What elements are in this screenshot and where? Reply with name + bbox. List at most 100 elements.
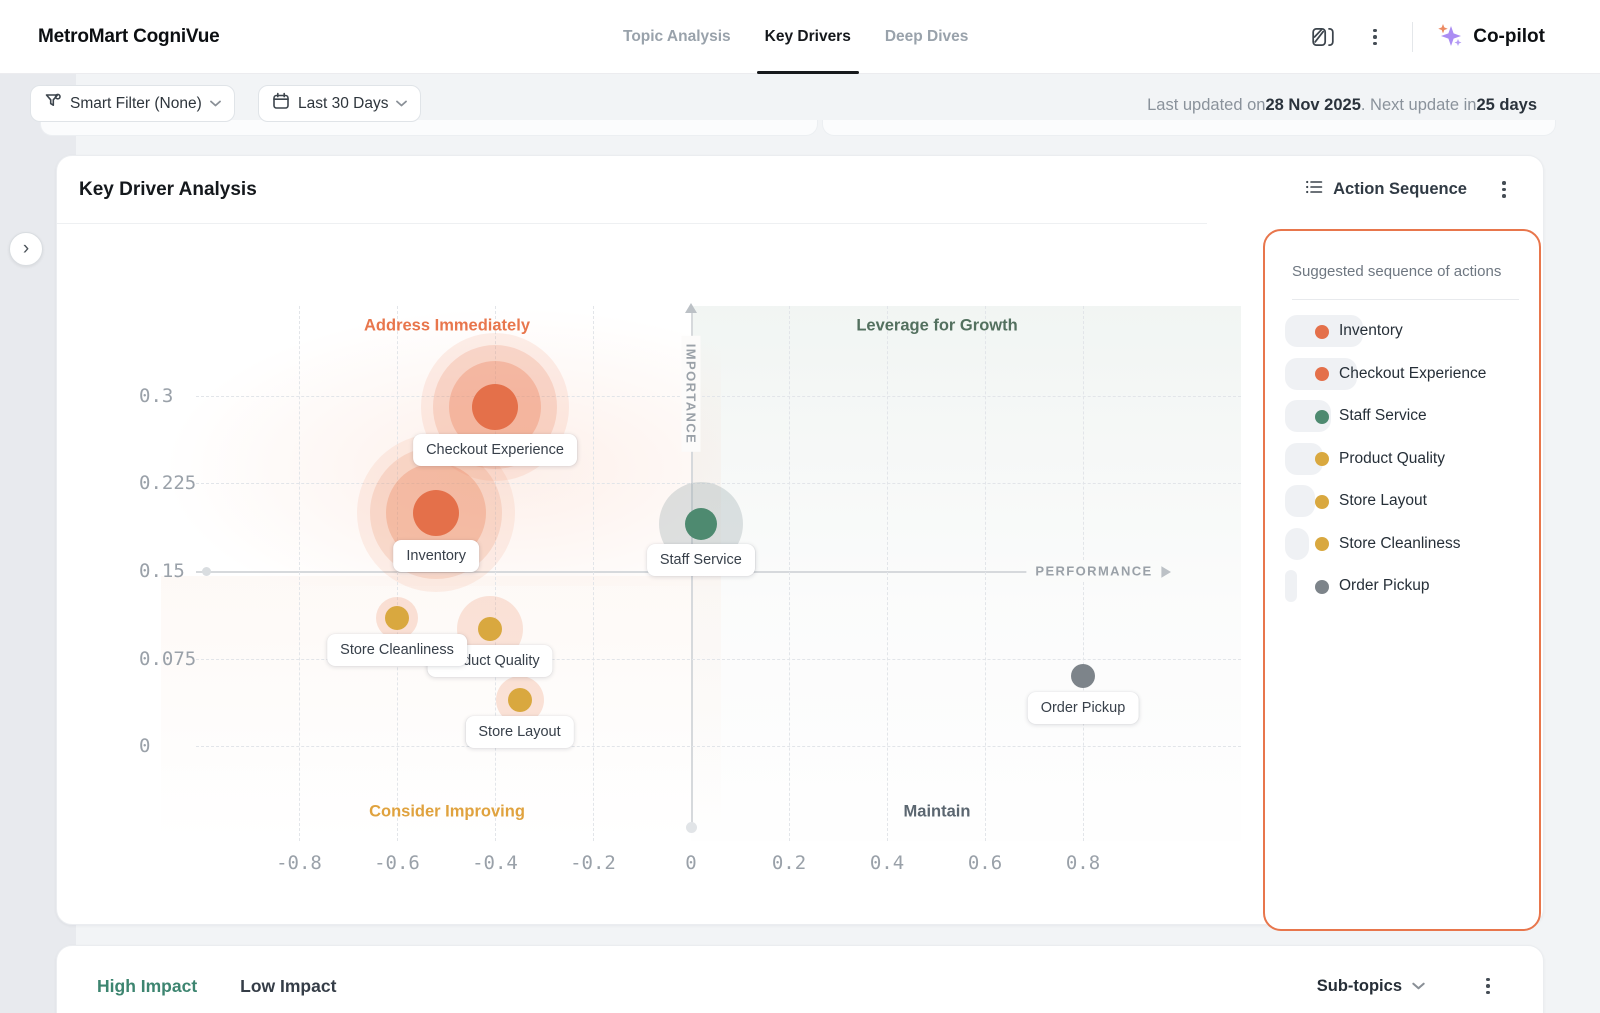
chart-point-staff-service[interactable]	[684, 508, 717, 541]
gridline-horizontal	[196, 395, 1241, 397]
action-sequence-item-inventory[interactable]: Inventory	[1285, 310, 1512, 353]
tab-topic-analysis[interactable]: Topic Analysis	[623, 28, 731, 45]
copilot-sparkle-icon	[1435, 20, 1465, 55]
quadrant-tint	[161, 576, 721, 841]
copilot-button[interactable]: Co-pilot	[1435, 20, 1545, 55]
action-item-label: Store Cleanliness	[1339, 534, 1461, 552]
action-item-label: Order Pickup	[1339, 577, 1430, 595]
action-item-label: Store Layout	[1339, 492, 1427, 510]
header-kebab-menu-icon[interactable]	[1360, 22, 1390, 52]
subtopics-dropdown[interactable]: Sub-topics	[1317, 977, 1425, 996]
calendar-icon	[272, 92, 290, 115]
app-logo: MetroMart CogniVue	[38, 26, 220, 47]
card-header-divider	[57, 223, 1207, 224]
chevron-down-icon	[209, 100, 221, 107]
sequence-bar	[1285, 527, 1309, 560]
chart-point-label-order-pickup[interactable]: Order Pickup	[1027, 692, 1139, 725]
header-divider	[1412, 22, 1414, 52]
action-sequence-item-product-quality[interactable]: Product Quality	[1285, 438, 1512, 481]
header-actions: Co-pilot	[1308, 0, 1545, 74]
y-tick-label: 0.15	[139, 560, 185, 582]
x-tick-label: 0.2	[771, 852, 807, 874]
action-sequence-button[interactable]: Action Sequence	[1304, 177, 1467, 202]
action-sequence-item-checkout-experience[interactable]: Checkout Experience	[1285, 353, 1512, 396]
funnel-icon	[44, 92, 62, 115]
key-driver-scatter-plot: IMPORTANCE PERFORMANCE Address Immediate…	[139, 303, 1241, 874]
sequence-dot	[1315, 452, 1329, 466]
chart-point-product-quality[interactable]	[478, 617, 503, 642]
chart-point-checkout-experience[interactable]	[472, 384, 518, 431]
chart-point-label-checkout-experience[interactable]: Checkout Experience	[413, 434, 577, 467]
date-range-dropdown[interactable]: Last 30 Days	[258, 85, 422, 122]
quadrant-label-maintain: Maintain	[903, 802, 971, 821]
importance-axis-arrow-icon	[685, 303, 697, 313]
gridline-vertical	[985, 306, 986, 841]
panel-toggle-icon[interactable]	[1308, 22, 1338, 52]
chart-point-label-store-layout[interactable]: Store Layout	[465, 715, 574, 748]
sequence-bar	[1285, 485, 1315, 517]
expand-sidebar-button[interactable]: ›	[9, 232, 43, 266]
x-axis-label: PERFORMANCE	[1026, 561, 1162, 581]
bottom-kebab-menu-icon[interactable]	[1473, 971, 1503, 1001]
card-kebab-menu-icon[interactable]	[1489, 175, 1519, 205]
x-tick-label: -0.4	[472, 852, 518, 874]
performance-axis-arrow-icon	[1161, 565, 1171, 578]
tab-deep-dives[interactable]: Deep Dives	[884, 28, 969, 45]
y-axis-label: IMPORTANCE	[681, 335, 701, 453]
gridline-horizontal	[196, 658, 1241, 660]
action-item-label: Inventory	[1339, 322, 1403, 340]
gridline-vertical	[887, 306, 888, 841]
gridline-vertical	[593, 306, 594, 841]
tab-key-drivers[interactable]: Key Drivers	[756, 0, 860, 74]
action-item-label: Checkout Experience	[1339, 364, 1487, 382]
last-updated-text: Last updated on 28 Nov 2025. Next update…	[1147, 95, 1537, 114]
x-tick-label: -0.8	[276, 852, 322, 874]
panel-title: Suggested sequence of actions	[1292, 263, 1502, 280]
key-driver-analysis-card: Key Driver Analysis Action Sequence	[56, 155, 1544, 931]
x-tick-label: 0.8	[1065, 852, 1101, 874]
chart-point-label-staff-service[interactable]: Staff Service	[646, 544, 755, 577]
action-item-label: Product Quality	[1339, 449, 1445, 467]
sequence-bar	[1285, 570, 1297, 602]
chart-point-store-cleanliness[interactable]	[385, 605, 409, 630]
gridline-vertical	[495, 306, 496, 841]
x-tick-label: 0	[685, 852, 697, 874]
action-sequence-list: Inventory Checkout Experience Staff Servic…	[1285, 310, 1519, 608]
action-sequence-item-store-layout[interactable]: Store Layout	[1285, 480, 1512, 523]
app-header: MetroMart CogniVue Topic Analysis Key Dr…	[0, 0, 1600, 74]
chart-point-label-product-quality[interactable]: Product Quality	[427, 645, 553, 678]
y-tick-label: 0	[139, 735, 151, 758]
impact-card: High Impact Low Impact Sub-topics	[56, 945, 1544, 1013]
chart-point-order-pickup[interactable]	[1071, 664, 1095, 689]
panel-divider	[1292, 299, 1519, 300]
action-sequence-item-staff-service[interactable]: Staff Service	[1285, 395, 1512, 438]
gridline-horizontal	[196, 483, 1241, 485]
x-tick-label: 0.4	[869, 852, 905, 874]
action-item-label: Staff Service	[1339, 407, 1427, 425]
main-tabs: Topic Analysis Key Drivers Deep Dives	[621, 0, 970, 74]
x-tick-label: 0.6	[967, 852, 1003, 874]
chart-point-inventory[interactable]	[413, 489, 460, 536]
tab-high-impact[interactable]: High Impact	[97, 975, 198, 996]
x-tick-label: -0.2	[570, 852, 616, 874]
chart-point-label-inventory[interactable]: Inventory	[393, 539, 480, 572]
tab-low-impact[interactable]: Low Impact	[240, 975, 337, 996]
chevron-down-icon	[396, 100, 408, 107]
gridline-horizontal	[196, 746, 1241, 748]
quadrant-label-leverage-for-growth: Leverage for Growth	[856, 316, 1018, 335]
gridline-vertical	[789, 306, 790, 841]
smart-filter-dropdown[interactable]: Smart Filter (None)	[30, 85, 235, 122]
y-tick-label: 0.225	[139, 472, 197, 495]
card-title: Key Driver Analysis	[79, 178, 257, 200]
chart-point-store-layout[interactable]	[507, 687, 532, 712]
chart-point-label-store-cleanliness[interactable]: Store Cleanliness	[327, 633, 467, 666]
action-sequence-item-store-cleanliness[interactable]: Store Cleanliness	[1285, 523, 1512, 566]
action-sequence-item-order-pickup[interactable]: Order Pickup	[1285, 565, 1512, 608]
y-tick-label: 0.075	[139, 647, 197, 670]
gridline-vertical	[397, 306, 398, 841]
y-tick-label: 0.3	[139, 384, 174, 407]
axis-endpoint-dot	[686, 822, 697, 833]
filter-bar: Smart Filter (None) Last 30 Days Last up…	[0, 74, 1600, 136]
axis-endpoint-dot	[202, 567, 211, 576]
impact-tabs: High Impact Low Impact	[97, 946, 336, 1013]
